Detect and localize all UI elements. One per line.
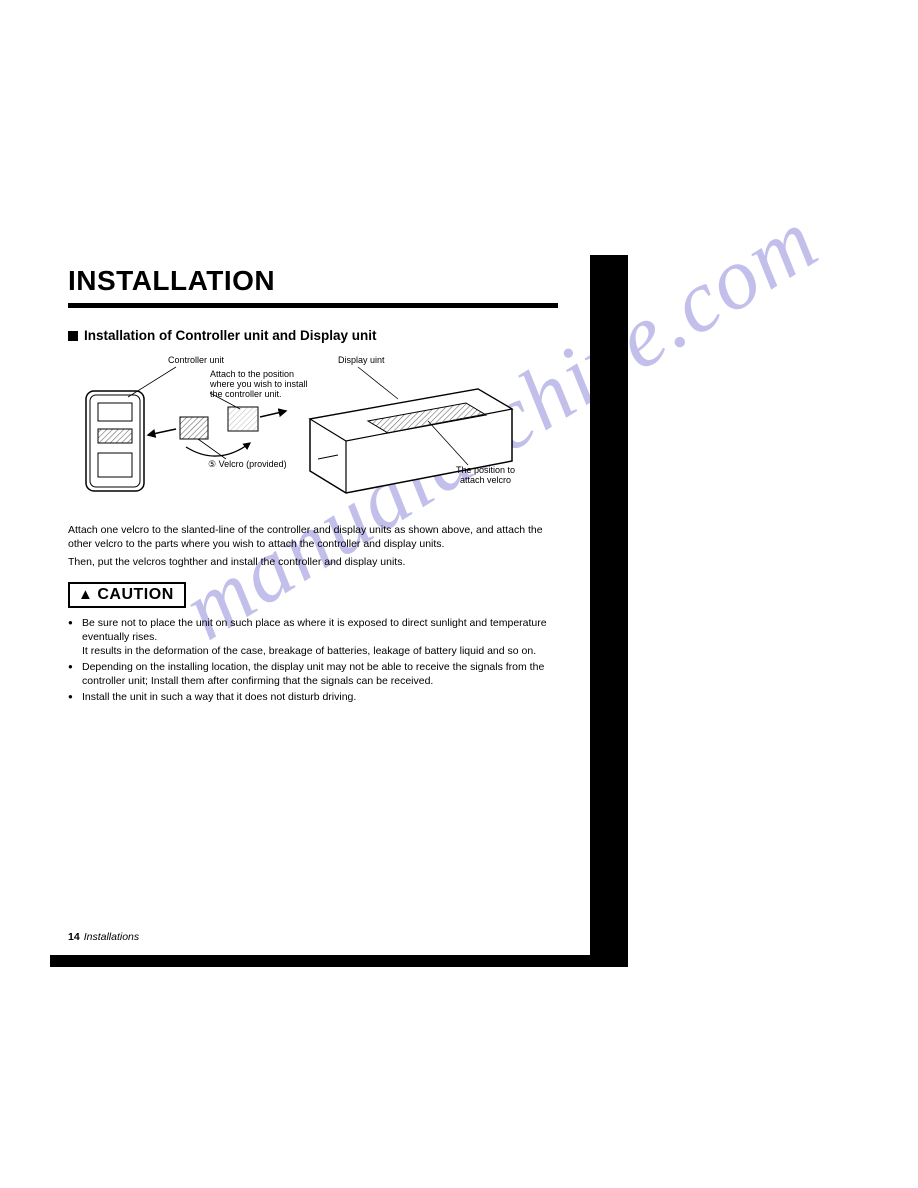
body-p1: Attach one velcro to the slanted-line of… (68, 523, 548, 551)
installation-diagram: Controller unit Display uint Attach to t… (68, 349, 548, 507)
scanned-page: INSTALLATION Installation of Controller … (50, 255, 590, 967)
caution-list: Be sure not to place the unit on such pl… (68, 616, 548, 705)
svg-text:attach velcro: attach velcro (460, 475, 511, 485)
warning-triangle-icon: ▲ (78, 586, 93, 603)
caution-item: Depending on the installing location, th… (68, 660, 548, 688)
caution-item: Be sure not to place the unit on such pl… (68, 616, 548, 659)
subheading-text: Installation of Controller unit and Disp… (84, 328, 377, 343)
caution-heading-text: CAUTION (97, 586, 173, 603)
svg-text:the controller unit.: the controller unit. (210, 389, 282, 399)
title-rule (68, 303, 558, 308)
body-p2: Then, put the velcros toghther and insta… (68, 555, 548, 569)
velcro-label: ⑤ Velcro (provided) (208, 459, 287, 469)
page-content: INSTALLATION Installation of Controller … (68, 265, 568, 707)
section-subheading: Installation of Controller unit and Disp… (68, 328, 568, 343)
scan-black-border-bottom (50, 955, 628, 967)
svg-text:where you wish to install: where you wish to install (209, 379, 308, 389)
body-paragraphs: Attach one velcro to the slanted-line of… (68, 523, 548, 570)
scan-black-border-right (590, 255, 628, 967)
square-bullet-icon (68, 331, 78, 341)
controller-label: Controller unit (168, 355, 225, 365)
caution-heading-box: ▲CAUTION (68, 582, 186, 608)
attach-note: Attach to the position (210, 369, 294, 379)
page-footer: 14 Installations (68, 931, 139, 943)
page-number: 14 (68, 931, 80, 943)
position-label: The position to (456, 465, 515, 475)
page-title: INSTALLATION (68, 265, 568, 297)
footer-section-text: Installations (84, 931, 139, 943)
controller-unit-drawing (86, 391, 286, 491)
display-label: Display uint (338, 355, 385, 365)
caution-item: Install the unit in such a way that it d… (68, 690, 548, 704)
